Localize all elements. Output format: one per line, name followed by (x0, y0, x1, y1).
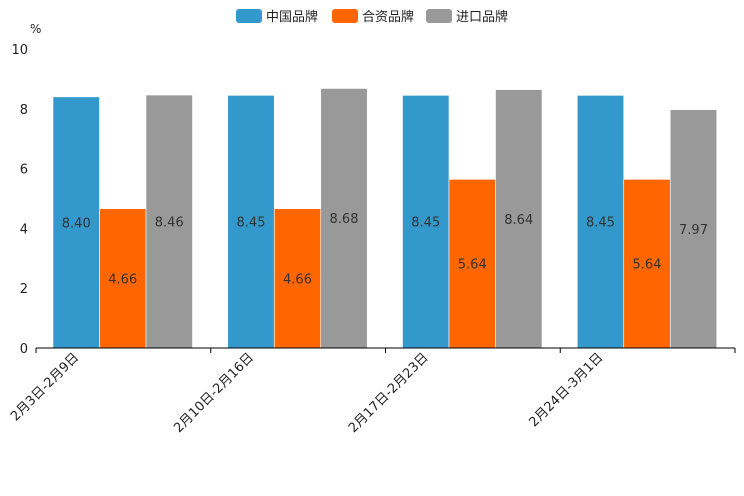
data-label: 7.97 (679, 223, 708, 238)
y-tick-label: 8 (20, 103, 28, 118)
legend-swatch-2[interactable] (332, 9, 358, 23)
data-label: 8.45 (586, 216, 615, 231)
legend-swatch-1[interactable] (236, 9, 262, 23)
legend: 中国品牌 合资品牌 进口品牌 (236, 9, 508, 25)
data-label: 8.45 (411, 216, 440, 231)
value-labels: 8.40 4.66 8.46 8.45 4.66 8.68 8.45 5.64 8.64 8.45… (62, 212, 708, 287)
data-label: 8.64 (504, 213, 533, 228)
legend-label-3: 进口品牌 (456, 9, 508, 25)
data-label: 8.40 (62, 216, 91, 231)
legend-swatch-3[interactable] (426, 9, 452, 23)
x-tick-label: 2月10日-2月16日 (171, 350, 257, 436)
data-label: 5.64 (633, 258, 662, 273)
bar-3-2[interactable] (320, 88, 368, 349)
y-tick-label: 6 (20, 163, 28, 178)
y-tick-label: 10 (11, 43, 28, 58)
legend-label-1: 中国品牌 (266, 9, 318, 25)
y-axis-ticks: 0 2 4 6 8 10 (11, 43, 28, 357)
data-label: 4.66 (283, 272, 312, 287)
bar-2-3[interactable] (448, 179, 496, 349)
data-label: 8.46 (155, 216, 184, 231)
bar-3-1[interactable] (145, 94, 193, 349)
bar-1-2[interactable] (227, 95, 275, 349)
legend-label-2: 合资品牌 (362, 9, 414, 25)
y-tick-label: 4 (20, 222, 28, 237)
x-axis-labels: 2月3日-2月9日 2月10日-2月16日 2月17日-2月23日 2月24日-3月1… (8, 350, 606, 436)
y-tick-label: 2 (20, 282, 28, 297)
data-label: 8.68 (330, 212, 359, 227)
bar-2-2[interactable] (273, 208, 322, 349)
bar-2-1[interactable] (99, 208, 147, 349)
x-tick-label: 2月17日-2月23日 (346, 350, 432, 436)
y-tick-label: 0 (20, 342, 28, 357)
bar-1-4[interactable] (576, 95, 625, 349)
data-label: 8.45 (237, 216, 266, 231)
data-label: 4.66 (108, 272, 137, 287)
x-tick-label: 2月3日-2月9日 (8, 350, 82, 424)
x-tick-label: 2月24日-3月1日 (527, 350, 607, 430)
bars (52, 88, 718, 349)
x-axis-ticks (35, 348, 736, 353)
bar-3-4[interactable] (669, 109, 718, 349)
y-axis-unit-label: % (30, 22, 41, 36)
bar-1-1[interactable] (52, 96, 100, 349)
data-label: 5.64 (458, 258, 487, 273)
